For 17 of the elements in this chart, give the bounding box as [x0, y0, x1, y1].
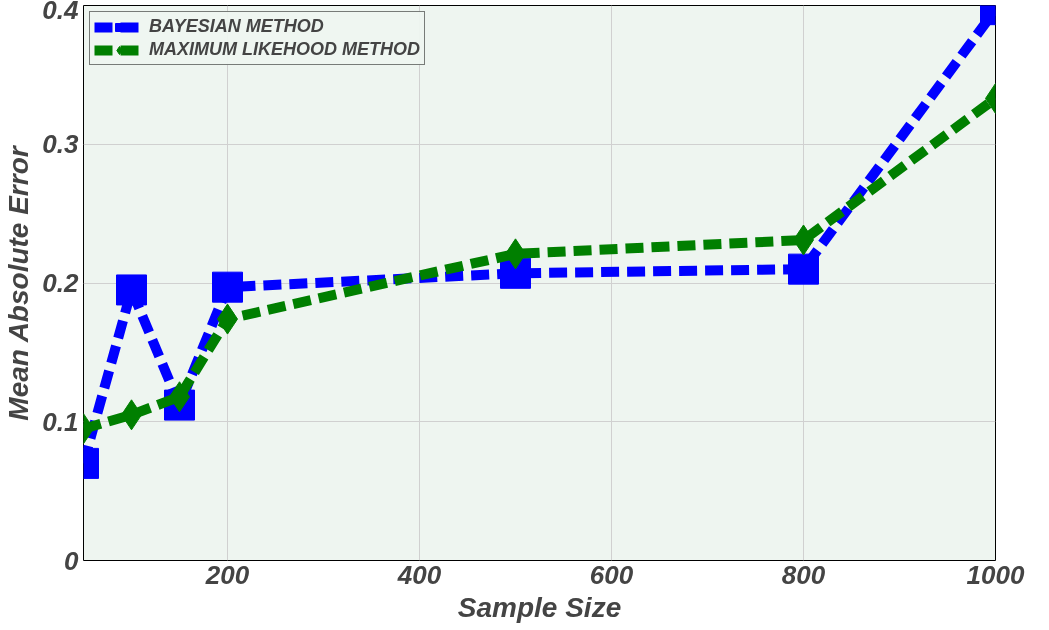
- legend-label: BAYESIAN METHOD: [149, 16, 324, 37]
- x-tick-label: 200: [204, 559, 250, 590]
- y-tick-label: 0.4: [42, 0, 80, 25]
- x-axis-title: Sample Size: [457, 591, 622, 623]
- y-axis-title: Mean Absolute Error: [3, 144, 35, 421]
- x-tick-label: 1000: [966, 559, 1025, 590]
- y-tick-label: 0.2: [42, 268, 80, 298]
- y-tick-label: 0.1: [42, 406, 79, 437]
- point: [212, 271, 243, 303]
- point: [788, 253, 819, 285]
- y-tick-label: 0.3: [42, 129, 80, 160]
- x-tick-label: 800: [781, 559, 826, 590]
- x-tick-label: 600: [589, 559, 634, 590]
- y-tick-label: 0: [64, 545, 80, 576]
- x-tick-label: 400: [396, 559, 442, 590]
- legend-label: MAXIMUM LIKEHOOD METHOD: [149, 39, 420, 60]
- point: [116, 274, 147, 306]
